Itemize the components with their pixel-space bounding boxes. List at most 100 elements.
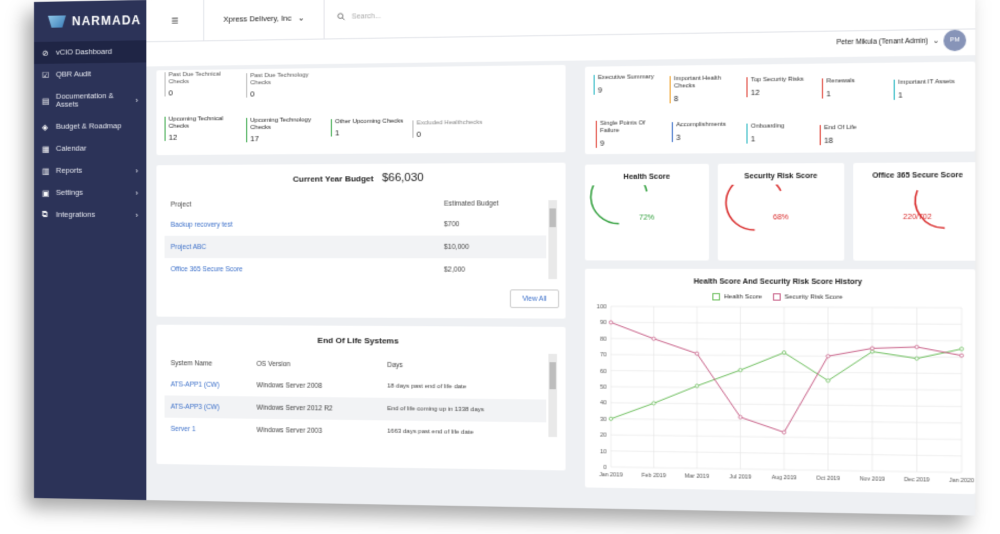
scrollbar-thumb[interactable]	[549, 362, 555, 389]
budget-scrollbar[interactable]	[548, 200, 557, 279]
legend-swatch	[773, 293, 781, 300]
company-selector[interactable]: Xpress Delivery, Inc ⌄	[203, 0, 324, 41]
summary-label: Onboarding	[751, 123, 785, 130]
summary-item[interactable]: Top Security Risks 12	[746, 76, 817, 97]
y-tick-label: 70	[600, 352, 607, 358]
sidebar: NARMADA ⊘ vCIO Dashboard ☑ QBR Audit ▤ D…	[34, 0, 146, 500]
table-row: Project ABC $10,000	[165, 235, 547, 258]
sidebar-item-qbr-audit[interactable]: ☑ QBR Audit	[34, 62, 146, 86]
x-tick-label: Jan 2019	[599, 472, 623, 479]
legend-item-security[interactable]: Security Risk Score	[773, 293, 842, 301]
data-point	[960, 347, 964, 350]
eol-scrollbar[interactable]	[548, 354, 557, 437]
y-tick-label: 0	[603, 465, 606, 471]
series-line	[611, 322, 962, 434]
budget-title: Current Year Budget	[293, 174, 374, 184]
data-point	[739, 415, 743, 418]
column-header-system: System Name	[165, 360, 257, 368]
check-square-icon: ☑	[42, 70, 56, 79]
other-upcoming-checks[interactable]: Other Upcoming Checks 1	[331, 118, 408, 136]
summary-item[interactable]: Onboarding 1	[746, 123, 817, 144]
search-input[interactable]: Search...	[352, 13, 381, 21]
brand-logo[interactable]: NARMADA	[34, 0, 146, 42]
sidebar-item-label: vCIO Dashboard	[56, 47, 146, 56]
summary-value: 9	[598, 87, 663, 95]
sidebar-item-reports[interactable]: ▥ Reports ›	[34, 159, 146, 182]
summary-value: 1	[826, 90, 893, 98]
y-tick-label: 100	[597, 304, 607, 310]
table-row: Backup recovery test $700	[165, 213, 547, 236]
check-value: 1	[335, 129, 408, 137]
system-link[interactable]: ATS-APP1 (CW)	[165, 381, 257, 389]
roadmap-icon: ◈	[42, 122, 56, 131]
os-version: Windows Server 2012 R2	[256, 404, 387, 413]
sidebar-item-vcio-dashboard[interactable]: ⊘ vCIO Dashboard	[34, 40, 146, 64]
past-due-technology-checks[interactable]: Past Due Technology Checks 0	[246, 72, 320, 97]
upcoming-technology-checks[interactable]: Upcoming Technology Checks 17	[246, 117, 320, 142]
chevron-down-icon: ⌄	[933, 36, 939, 45]
scrollbar-thumb[interactable]	[549, 208, 555, 227]
system-link[interactable]: Server 1	[165, 425, 257, 433]
legend-swatch	[713, 293, 721, 300]
check-label: Upcoming Technical Checks	[169, 116, 224, 130]
table-header: Project Estimated Budget	[165, 194, 547, 214]
eol-table: System Name OS Version Days ATS-APP1 (CW…	[165, 353, 547, 445]
gauge-panel: Office 365 Secure Score 220/702	[853, 162, 975, 261]
chevron-right-icon: ›	[136, 166, 139, 175]
check-value: 17	[250, 135, 320, 143]
summary-value: 9	[600, 140, 665, 148]
column-header-days: Days	[387, 361, 403, 368]
user-menu[interactable]: Peter Mikula (Tenant Admin) ⌄ PM	[836, 30, 966, 53]
avatar[interactable]: PM	[943, 30, 966, 52]
summary-label: Important IT Assets	[898, 79, 954, 86]
data-point	[609, 321, 612, 324]
summary-item[interactable]: Renewals 1	[822, 78, 894, 99]
project-link[interactable]: Project ABC	[165, 243, 445, 250]
sidebar-item-integrations[interactable]: ⧉ Integrations ›	[34, 204, 146, 226]
summary-label: Executive Summary	[598, 74, 654, 81]
gridline-horizontal	[611, 403, 962, 407]
document-icon: ▤	[42, 96, 56, 105]
excluded-healthchecks[interactable]: Excluded Healthchecks 0	[412, 120, 490, 138]
sidebar-item-calendar[interactable]: ▦ Calendar	[34, 137, 146, 160]
data-point	[782, 431, 786, 434]
column-header-project: Project	[165, 200, 445, 208]
series-line	[611, 347, 962, 424]
budget-panel: Current Year Budget $66,030 Project Esti…	[156, 163, 565, 319]
legend-item-health[interactable]: Health Score	[713, 293, 762, 301]
sidebar-item-settings[interactable]: ▣ Settings ›	[34, 181, 146, 204]
summary-item[interactable]: Executive Summary 9	[594, 74, 663, 95]
hamburger-menu-icon[interactable]: ≡	[146, 13, 203, 28]
upcoming-technical-checks[interactable]: Upcoming Technical Checks 12	[165, 116, 238, 141]
summary-item[interactable]: End Of Life 18	[820, 124, 892, 145]
search-bar[interactable]: Search...	[325, 11, 381, 22]
view-all-button[interactable]: View All	[510, 289, 559, 308]
summary-item[interactable]: Accomplishments 3	[672, 122, 742, 143]
summary-item[interactable]: Single Points Of Failure 9	[596, 120, 665, 148]
past-due-technical-checks[interactable]: Past Due Technical Checks 0	[165, 71, 238, 96]
budget-table: Project Estimated Budget Backup recovery…	[165, 194, 547, 281]
x-tick-label: Feb 2019	[642, 473, 666, 480]
data-point	[739, 368, 743, 371]
bar-chart-icon: ▥	[42, 166, 56, 175]
days-text: 1663 days past end of life date	[387, 429, 473, 436]
summary-item[interactable]: Important IT Assets 1	[894, 79, 966, 100]
sidebar-item-documentation-assets[interactable]: ▤ Documentation & Assets ›	[34, 85, 146, 116]
project-link[interactable]: Office 365 Secure Score	[165, 266, 445, 274]
data-point	[826, 354, 830, 357]
sidebar-item-label: Settings	[56, 188, 146, 196]
chevron-right-icon: ›	[136, 95, 139, 104]
gridline-horizontal	[611, 322, 962, 324]
x-tick-label: Mar 2019	[685, 473, 710, 480]
project-link[interactable]: Backup recovery test	[165, 221, 445, 229]
gauge-panel: Security Risk Score 68%	[718, 163, 844, 261]
y-tick-label: 60	[600, 368, 607, 374]
summary-panel: Executive Summary 9 Important Health Check…	[585, 62, 975, 155]
system-link[interactable]: ATS-APP3 (CW)	[165, 403, 257, 411]
gauge-fill	[915, 190, 944, 228]
data-point	[782, 351, 786, 354]
data-point	[826, 379, 830, 382]
check-value: 0	[417, 130, 491, 138]
sidebar-item-budget-roadmap[interactable]: ◈ Budget & Roadmap	[34, 115, 146, 138]
summary-item[interactable]: Important Health Checks 8	[670, 75, 740, 103]
